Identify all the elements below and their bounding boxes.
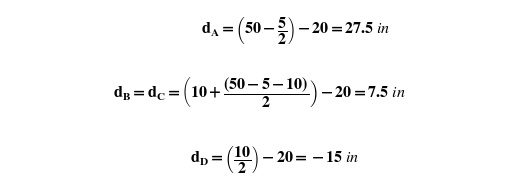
Text: $\mathbf{d_D = \left(\dfrac{10}{2}\right) - 20 = -15}$ $\mathbf{\mathit{in}}$: $\mathbf{d_D = \left(\dfrac{10}{2}\right… xyxy=(190,145,359,176)
Text: $\mathbf{d_B = d_C = \left(10 + \dfrac{(50 - 5 - 10)}{2}\right) - 20 = 7.5}$ $\m: $\mathbf{d_B = d_C = \left(10 + \dfrac{(… xyxy=(113,75,405,110)
Text: $\mathbf{d_A = \left(50 - \dfrac{5}{2}\right) - 20 = 27.5}$ $\mathbf{\mathit{in}: $\mathbf{d_A = \left(50 - \dfrac{5}{2}\r… xyxy=(200,16,390,47)
